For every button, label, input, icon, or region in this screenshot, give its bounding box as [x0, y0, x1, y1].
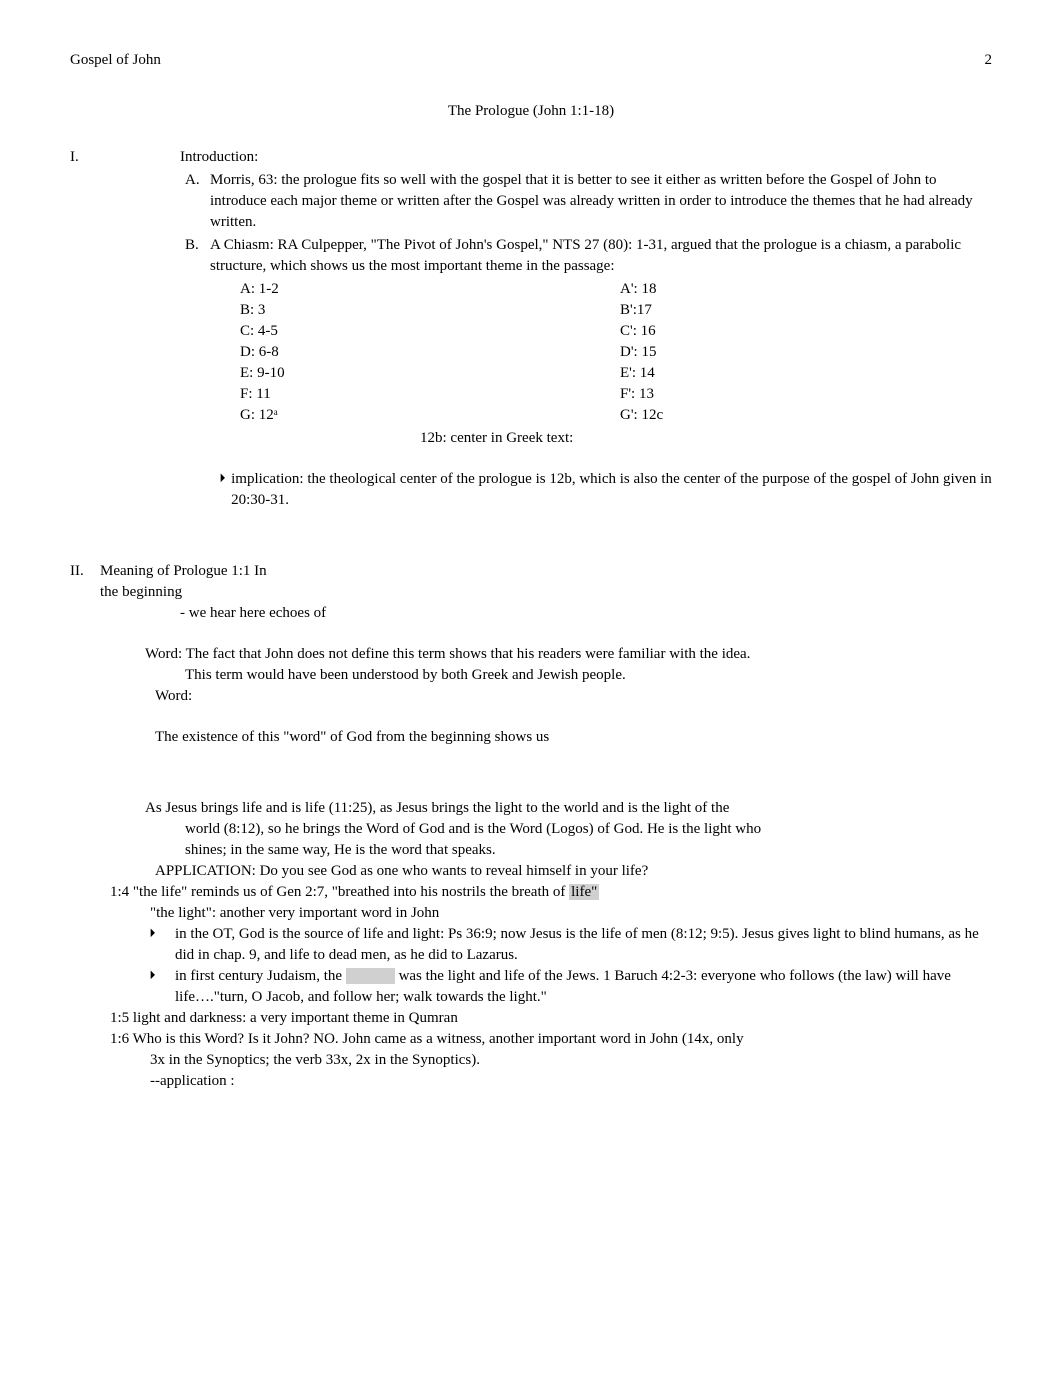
chiasm-row-1: B: 3 B':17: [240, 300, 992, 321]
verse-14-line2: "the light": another very important word…: [110, 903, 992, 924]
verse-14-line1: 1:4 "the life" reminds us of Gen 2:7, "b…: [110, 882, 992, 903]
asjesus-line2: world (8:12), so he brings the Word of G…: [145, 819, 992, 840]
asjesus-block: As Jesus brings life and is life (11:25)…: [70, 798, 992, 861]
page-number: 2: [985, 50, 993, 71]
section-ii-header: II. Meaning of Prologue 1:1 In: [70, 561, 992, 582]
verse-16-line3: --application :: [110, 1071, 992, 1092]
chiasm-right-6: G': 12c: [620, 405, 720, 426]
verse-14-bullet1-text: in the OT, God is the source of life and…: [175, 924, 992, 966]
chiasm-row-4: E: 9-10 E': 14: [240, 363, 992, 384]
word-line3: Word:: [145, 686, 992, 707]
chiasm-left-3: D: 6-8: [240, 342, 620, 363]
section-ii-heading: Meaning of Prologue 1:1 In: [100, 561, 267, 582]
chiasm-center: 12b: center in Greek text:: [240, 428, 992, 449]
asjesus-line3: shines; in the same way, He is the word …: [145, 840, 992, 861]
chiasm-right-0: A': 18: [620, 279, 720, 300]
chiasm-right-2: C': 16: [620, 321, 720, 342]
section-i: I. Introduction: A. Morris, 63: the prol…: [70, 147, 992, 541]
chiasm-table: A: 1-2 A': 18 B: 3 B':17 C: 4-5 C': 16 D…: [180, 279, 992, 449]
chiasm-left-2: C: 4-5: [240, 321, 620, 342]
chiasm-left-1: B: 3: [240, 300, 620, 321]
verse-14-bullet1: 🞂 in the OT, God is the source of life a…: [110, 924, 992, 966]
chiasm-right-5: F': 13: [620, 384, 720, 405]
word-line2: This term would have been understood by …: [145, 665, 992, 686]
chiasm-row-3: D: 6-8 D': 15: [240, 342, 992, 363]
item-a: A. Morris, 63: the prologue fits so well…: [180, 170, 992, 233]
verse-16-line1: 1:6 Who is this Word? Is it John? NO. Jo…: [110, 1029, 992, 1050]
chiasm-row-5: F: 11 F': 13: [240, 384, 992, 405]
chiasm-row-0: A: 1-2 A': 18: [240, 279, 992, 300]
section-ii-line3: - we hear here echoes of: [70, 603, 992, 624]
implication-text: implication: the theological center of t…: [231, 469, 992, 511]
verse-14-block: 1:4 "the life" reminds us of Gen 2:7, "b…: [70, 882, 992, 1008]
item-a-marker: A.: [180, 170, 210, 233]
verse-16-block: 1:6 Who is this Word? Is it John? NO. Jo…: [70, 1029, 992, 1092]
existence-line: The existence of this "word" of God from…: [70, 727, 992, 748]
section-ii-label: II.: [70, 561, 100, 582]
bullet-icon: 🞂: [150, 966, 175, 1008]
verse-14-bullet2-text: in first century Judaism, the was the li…: [175, 966, 992, 1008]
implication-block: 🞂 implication: the theological center of…: [180, 469, 992, 511]
section-i-label: I.: [70, 147, 180, 541]
section-i-content: Introduction: A. Morris, 63: the prologu…: [180, 147, 992, 541]
chiasm-row-2: C: 4-5 C': 16: [240, 321, 992, 342]
verse-15-block: 1:5 light and darkness: a very important…: [70, 1008, 992, 1029]
asjesus-line1: As Jesus brings life and is life (11:25)…: [145, 798, 992, 819]
section-ii-line2: the beginning: [70, 582, 992, 603]
chiasm-row-6: G: 12ᵃ G': 12c: [240, 405, 992, 426]
word-block: Word: The fact that John does not define…: [70, 644, 992, 707]
highlight-life: life": [569, 884, 599, 900]
header-title: Gospel of John: [70, 50, 161, 71]
chiasm-left-4: E: 9-10: [240, 363, 620, 384]
section-i-heading: Introduction:: [180, 147, 992, 168]
chiasm-left-6: G: 12ᵃ: [240, 405, 620, 426]
chiasm-left-5: F: 11: [240, 384, 620, 405]
highlight-blank: [346, 968, 395, 984]
verse-16-line2: 3x in the Synoptics; the verb 33x, 2x in…: [110, 1050, 992, 1071]
verse-14-bullet2: 🞂 in first century Judaism, the was the …: [110, 966, 992, 1008]
section-ii: II. Meaning of Prologue 1:1 In the begin…: [70, 561, 992, 1092]
document-title: The Prologue (John 1:1-18): [70, 101, 992, 122]
application-line: APPLICATION: Do you see God as one who w…: [70, 861, 992, 882]
chiasm-right-1: B':17: [620, 300, 720, 321]
bullet-icon: 🞂: [150, 924, 175, 966]
page-header: Gospel of John 2: [70, 50, 992, 71]
item-b-marker: B.: [180, 235, 210, 277]
item-b-text: A Chiasm: RA Culpepper, "The Pivot of Jo…: [210, 235, 992, 277]
item-a-text: Morris, 63: the prologue fits so well wi…: [210, 170, 992, 233]
bullet-icon: 🞂: [220, 469, 231, 511]
word-line1: Word: The fact that John does not define…: [145, 644, 992, 665]
chiasm-right-3: D': 15: [620, 342, 720, 363]
item-b: B. A Chiasm: RA Culpepper, "The Pivot of…: [180, 235, 992, 277]
chiasm-left-0: A: 1-2: [240, 279, 620, 300]
chiasm-right-4: E': 14: [620, 363, 720, 384]
